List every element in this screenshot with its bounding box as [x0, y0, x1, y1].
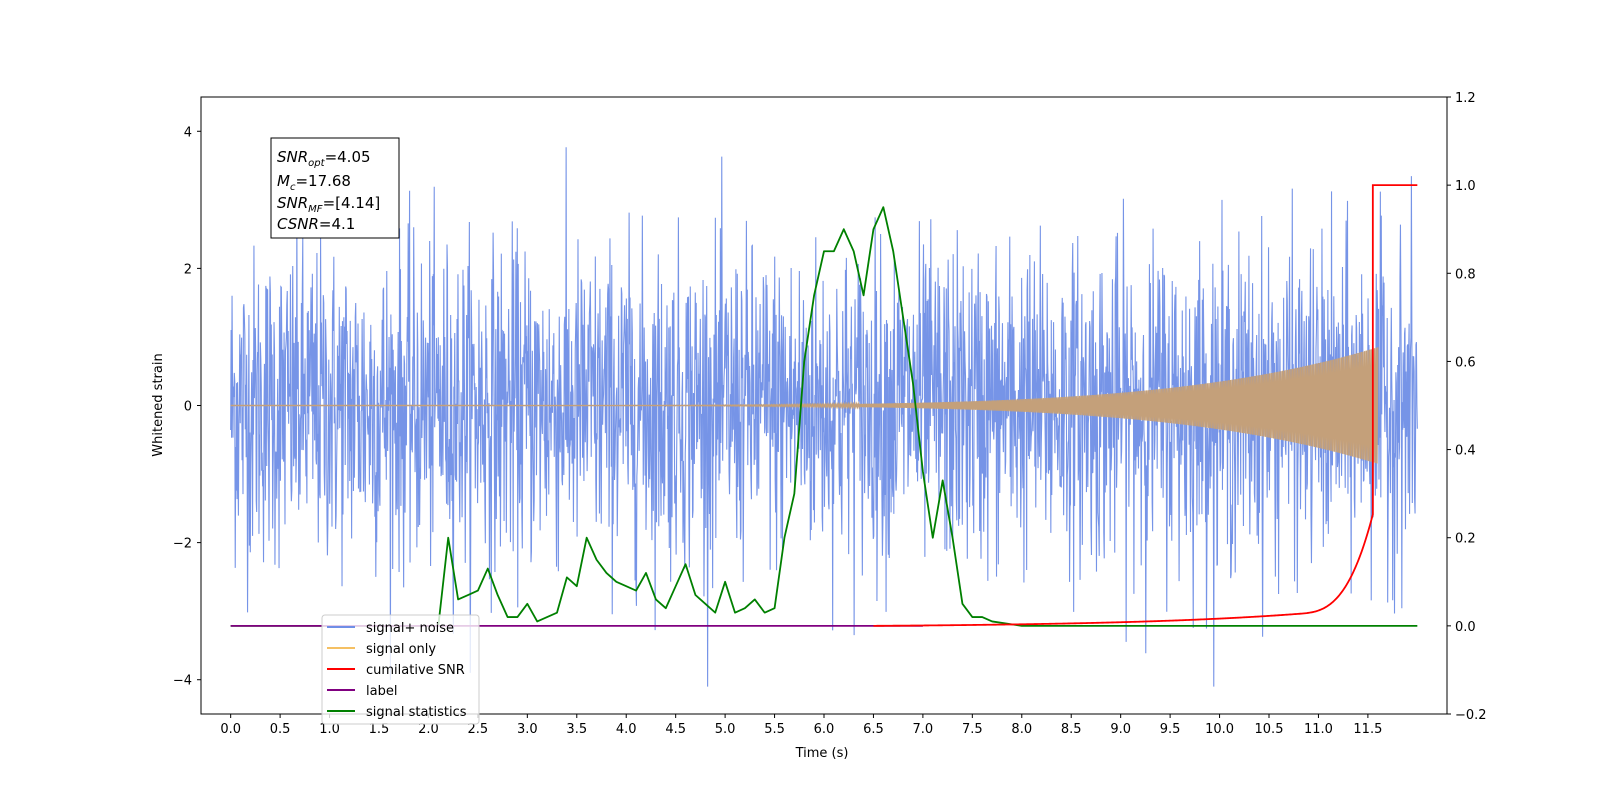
y-right-tick-label: 0.8: [1455, 267, 1476, 282]
x-tick-label: 6.5: [863, 722, 884, 737]
annotation-box: SNRopt=4.05 Mc=17.68 SNRMF=[4.14] CSNR=4…: [270, 137, 400, 239]
x-tick-label: 3.0: [517, 722, 538, 737]
y-axis-left: 4 2 0 −2 −4: [173, 125, 201, 689]
mc-text: Mc=17.68: [277, 172, 351, 193]
x-tick-label: 4.0: [616, 722, 637, 737]
x-tick-label: 8.0: [1011, 722, 1032, 737]
x-tick-label: 8.5: [1061, 722, 1082, 737]
x-tick-label: 11.5: [1353, 722, 1382, 737]
y-left-tick-label: −4: [173, 674, 192, 689]
x-tick-label: 9.0: [1110, 722, 1131, 737]
legend-label-signal-noise: signal+ noise: [366, 621, 454, 636]
y-axis-right: 1.2 1.0 0.8 0.6 0.4 0.2 0.0 −0.2: [1447, 91, 1487, 723]
x-tick-label: 5.0: [715, 722, 736, 737]
legend: signal+ noise signal only cumilative SNR…: [321, 614, 480, 725]
x-tick-label: 4.5: [665, 722, 686, 737]
x-tick-label: 10.5: [1255, 722, 1284, 737]
x-tick-label: 0.0: [220, 722, 241, 737]
snr-opt-text: SNRopt=4.05: [277, 148, 371, 169]
signal-statistics-line: [230, 206, 1418, 627]
x-tick-label: 2.5: [468, 722, 489, 737]
x-tick-label: 10.0: [1205, 722, 1234, 737]
y-left-tick-label: 0: [184, 400, 192, 415]
y-right-tick-label: 0.2: [1455, 532, 1476, 547]
x-axis: 0.0 0.5 1.0 1.5 2.0 2.5 3.0 3.5 4.0 4.5 5.0 5.5 6.0 6…: [220, 714, 1382, 737]
x-tick-label: 5.5: [764, 722, 785, 737]
y-axis-left-label: Whitened strain: [151, 353, 166, 456]
x-tick-label: 6.0: [814, 722, 835, 737]
x-tick-label: 7.0: [913, 722, 934, 737]
signal-only-line: [230, 347, 1379, 464]
x-axis-label: Time (s): [795, 746, 849, 761]
x-tick-label: 0.5: [270, 722, 291, 737]
y-left-tick-label: 4: [184, 125, 192, 140]
plot-area: [230, 147, 1418, 687]
x-tick-label: 9.5: [1160, 722, 1181, 737]
cumulative-snr-line: [873, 184, 1418, 627]
x-tick-label: 1.5: [369, 722, 390, 737]
snr-mf-text: SNRMF=[4.14]: [277, 194, 380, 215]
y-right-tick-label: 1.0: [1455, 179, 1476, 194]
x-tick-label: 11.0: [1304, 722, 1333, 737]
y-right-tick-label: 0.4: [1455, 444, 1476, 459]
x-tick-label: 2.0: [418, 722, 439, 737]
legend-label-signal-statistics: signal statistics: [366, 705, 467, 720]
legend-label-label: label: [366, 684, 397, 699]
annotation-frame: [270, 137, 400, 239]
y-left-tick-label: −2: [173, 537, 192, 552]
y-right-tick-label: −0.2: [1455, 708, 1487, 723]
x-tick-label: 1.0: [319, 722, 340, 737]
legend-frame: [321, 614, 480, 725]
csnr-text: CSNR=4.1: [277, 215, 355, 233]
y-right-tick-label: 0.6: [1455, 355, 1476, 370]
y-right-tick-label: 0.0: [1455, 620, 1476, 635]
signal-noise-line: [230, 147, 1418, 687]
x-tick-label: 7.5: [962, 722, 983, 737]
legend-label-cumulative-snr: cumilative SNR: [366, 663, 465, 678]
legend-label-signal-only: signal only: [366, 642, 436, 657]
x-tick-label: 3.5: [566, 722, 587, 737]
y-left-tick-label: 2: [184, 262, 192, 277]
y-right-tick-label: 1.2: [1455, 91, 1476, 106]
